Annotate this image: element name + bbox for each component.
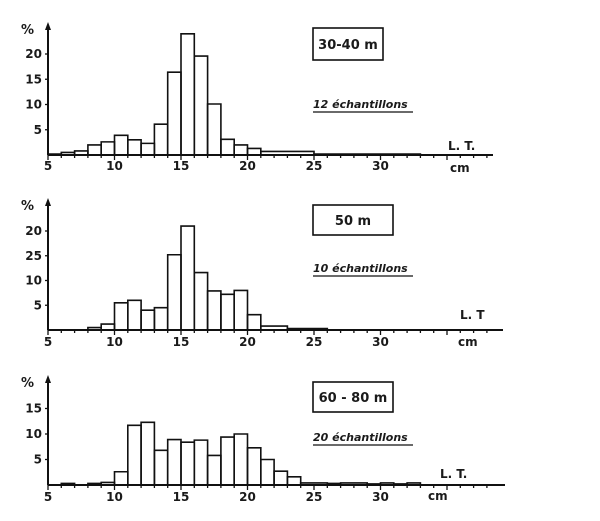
histogram-bar	[220, 138, 235, 155]
y-axis-label: %	[21, 23, 34, 38]
x-tick-label: 30	[372, 335, 389, 349]
histogram-bar	[166, 438, 182, 485]
y-tick-label: 5	[34, 453, 42, 467]
y-axis-arrow-icon	[45, 22, 51, 30]
x-unit-label: cm	[458, 335, 478, 349]
histogram-bar	[220, 436, 235, 485]
y-axis-label: %	[21, 199, 34, 214]
histogram-bar	[127, 424, 142, 485]
x-tick-label: 30	[372, 490, 389, 504]
samples-label: 10 échantillons	[313, 262, 408, 275]
histogram-panel-1: 5 10 15 20 25 30 5 10 15 20% L. T. cm 30-40 m 12 écha…	[21, 22, 493, 175]
x-tick-label: 25	[306, 335, 323, 349]
histogram-bar	[406, 482, 422, 485]
y-tick-label: 10	[25, 427, 42, 441]
x-axis-label: L. T.	[440, 467, 467, 481]
histogram-bar	[193, 55, 209, 155]
x-unit-label: cm	[428, 489, 448, 503]
histogram-bar	[140, 142, 156, 155]
histogram-bar	[140, 421, 156, 485]
x-axis-label: L. T.	[448, 139, 475, 153]
x-tick-label: 10	[106, 335, 123, 349]
histogram-bar	[273, 470, 289, 485]
samples-label: 12 échantillons	[313, 98, 408, 111]
histogram-panel-2: 5 10 15 20 25 30 5 10 25 20% L. T cm 50 m 10 échantil…	[21, 198, 503, 349]
x-tick-label: 10	[106, 490, 123, 504]
histogram-bar	[206, 103, 222, 155]
histogram-bar	[246, 446, 262, 485]
histogram-bar	[166, 71, 182, 155]
x-tick-label: 10	[106, 159, 123, 173]
histogram-bar	[100, 141, 116, 155]
depth-label-box	[312, 27, 384, 61]
x-tick-label: 20	[239, 490, 256, 504]
histogram-bar	[113, 470, 129, 485]
histogram-bar	[220, 293, 235, 330]
histogram-bar	[140, 309, 156, 330]
x-tick-label: 5	[44, 335, 52, 349]
y-tick-label: 20	[25, 224, 42, 238]
histogram-bar	[286, 476, 302, 485]
x-tick-label: 5	[44, 159, 52, 173]
histogram-bar	[206, 454, 222, 485]
x-tick-label: 25	[306, 490, 323, 504]
histogram-bar	[286, 327, 329, 330]
x-axis-label: L. T	[460, 308, 485, 322]
depth-label: 50 m	[335, 214, 371, 229]
x-tick-label: 15	[173, 335, 190, 349]
histogram-bar	[233, 433, 249, 485]
y-axis-arrow-icon	[45, 375, 51, 383]
x-tick-label: 25	[306, 159, 323, 173]
y-tick-label: 10	[25, 98, 42, 112]
y-tick-label: 15	[25, 402, 42, 416]
y-tick-label: 5	[34, 298, 42, 312]
y-tick-label: 25	[25, 249, 42, 263]
histogram-bar	[113, 134, 129, 155]
y-axis-label: %	[21, 376, 34, 391]
y-tick-label: 10	[25, 274, 42, 288]
histogram-bar	[166, 253, 182, 330]
histogram-bar	[127, 139, 142, 155]
depth-label: 60 - 80 m	[319, 391, 388, 406]
samples-label: 20 échantillons	[313, 431, 408, 444]
x-tick-label: 20	[239, 159, 256, 173]
histogram-bar	[233, 289, 249, 330]
x-tick-label: 15	[173, 490, 190, 504]
histogram-bar	[246, 313, 262, 330]
histogram-bar	[180, 225, 196, 330]
histogram-bar	[233, 144, 249, 155]
histogram-bar	[180, 441, 196, 485]
y-tick-label: 5	[34, 123, 42, 137]
y-axis-arrow-icon	[45, 198, 51, 206]
histogram-bar	[153, 306, 169, 330]
depth-label-box	[312, 204, 394, 236]
histogram-bar	[206, 290, 222, 330]
x-tick-label: 15	[173, 159, 190, 173]
y-tick-label: 20	[25, 47, 42, 61]
histogram-bar	[313, 153, 422, 155]
depth-label-box	[312, 381, 394, 413]
histogram-bar	[87, 144, 102, 155]
histogram-bar	[180, 33, 196, 155]
x-tick-label: 30	[372, 159, 389, 173]
histogram-bar	[260, 458, 275, 485]
x-tick-label: 20	[239, 335, 256, 349]
x-tick-label: 5	[44, 490, 52, 504]
histogram-bar	[193, 271, 209, 330]
y-tick-label: 15	[25, 72, 42, 86]
histogram-bar	[113, 301, 129, 330]
histogram-bar	[153, 123, 169, 155]
depth-label: 30-40 m	[318, 38, 378, 53]
histogram-bar	[193, 439, 209, 485]
histogram-panel-3: 5 10 15 20 25 30 5 10 15% L. T. cm 60 - 80 m 20 écha…	[21, 375, 505, 504]
x-unit-label: cm	[450, 161, 470, 175]
histogram-bar	[60, 482, 76, 485]
histogram-bar	[153, 449, 169, 485]
histogram-bar	[127, 299, 142, 330]
